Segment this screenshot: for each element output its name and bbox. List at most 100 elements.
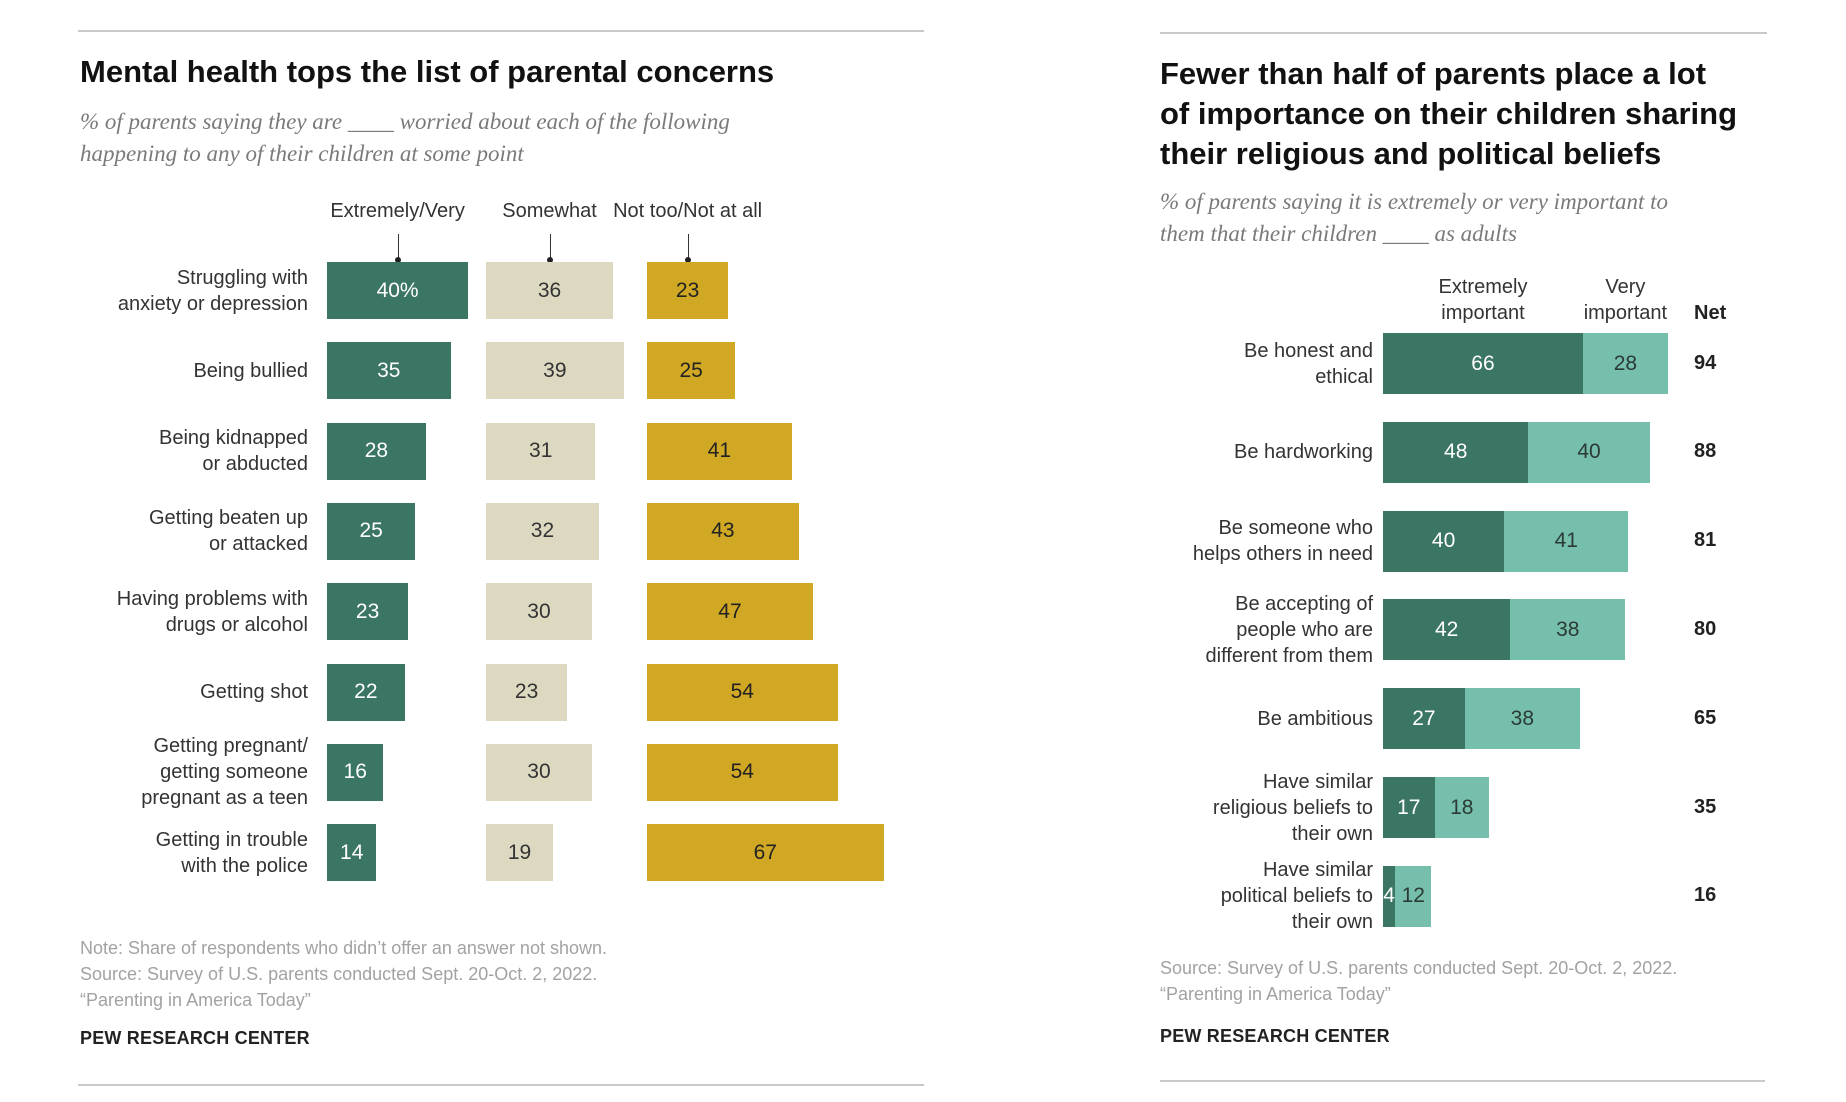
legend-line: Very	[1605, 276, 1646, 298]
left-chart-title: Mental health tops the list of parental …	[80, 54, 775, 89]
category-label-line: Have similar	[1262, 859, 1373, 882]
right-subtitle-line: them that their children ____ as adults	[1160, 221, 1517, 246]
bar-somewhat: 30	[486, 583, 592, 641]
category-label-line: their own	[1291, 911, 1373, 934]
bar-somewhat: 31	[486, 422, 596, 480]
category-label-line: Being kidnapped	[158, 427, 308, 450]
category-label-line: Struggling with	[176, 266, 308, 289]
bar-extremely-important: 66	[1383, 333, 1583, 394]
right-top-rule	[1160, 32, 1767, 34]
category-label-line: Be someone who	[1218, 517, 1373, 540]
right-title-line: their religious and political beliefs	[1160, 136, 1662, 171]
legend-very-important: Very important	[1565, 274, 1685, 326]
bar-very-important: 38	[1510, 599, 1626, 661]
bar-very-important: 38	[1464, 688, 1580, 750]
bar-very-important: 18	[1434, 777, 1490, 838]
bar-somewhat: 32	[486, 502, 599, 560]
category-label-line: helps others in need	[1192, 543, 1373, 566]
net-value: 65	[1694, 706, 1717, 729]
bar-extremely-very: 40%	[327, 262, 469, 319]
right-report-name: “Parenting in America Today”	[1160, 984, 1391, 1004]
bar-not-too: 54	[647, 663, 838, 721]
bar-not-too: 41	[647, 422, 792, 480]
bar-very-important: 41	[1504, 510, 1629, 572]
category-label-line: religious beliefs to	[1212, 796, 1373, 819]
legend-leader-dot	[684, 257, 691, 263]
bar-extremely-very: 23	[327, 583, 409, 641]
bar-not-too: 54	[647, 743, 838, 801]
bar-not-too: 47	[647, 583, 813, 641]
net-value: 88	[1694, 440, 1717, 463]
left-chart-subtitle: % of parents saying they are ____ worrie…	[80, 106, 730, 170]
category-label-line: or attacked	[209, 533, 308, 556]
category-label-line: anxiety or depression	[117, 292, 308, 315]
bar-extremely-very: 28	[327, 422, 426, 480]
category-label: Having problems with drugs or alcohol	[70, 586, 308, 638]
category-label-line: Being bullied	[193, 359, 308, 382]
legend-line: Extremely	[1438, 276, 1528, 298]
bar-somewhat: 23	[486, 663, 568, 721]
bar-somewhat: 36	[486, 262, 614, 319]
category-label: Be someone who helps others in need	[1140, 515, 1373, 567]
right-chart-subtitle: % of parents saying it is extremely or v…	[1160, 186, 1668, 250]
net-value: 80	[1694, 617, 1717, 640]
left-subtitle-line: % of parents saying they are ____ worrie…	[80, 109, 730, 134]
category-label-line: Be ambitious	[1257, 707, 1373, 730]
right-chart-title: Fewer than half of parents place a lot o…	[1160, 54, 1737, 174]
category-label: Getting pregnant/getting someone pregnant…	[70, 733, 308, 811]
category-label-line: Be accepting of	[1235, 592, 1373, 615]
category-label: Have similar political beliefs to their ow…	[1140, 857, 1373, 935]
category-label-line: drugs or alcohol	[165, 613, 308, 636]
category-label: Struggling with anxiety or depression	[70, 265, 308, 317]
left-bottom-rule	[78, 1084, 924, 1086]
category-label-line: ethical	[1315, 365, 1373, 388]
bar-somewhat: 30	[486, 743, 592, 801]
left-note: Note: Share of respondents who didn’t of…	[80, 938, 607, 958]
bar-extremely-important: 27	[1383, 688, 1465, 750]
category-label: Be accepting of people who are different f…	[1140, 591, 1373, 669]
category-label: Getting beaten up or attacked	[70, 505, 308, 557]
legend-line: important	[1441, 302, 1525, 324]
category-label-line: Have similar	[1262, 770, 1373, 793]
category-label: Be honest and ethical	[1140, 338, 1373, 390]
legend-leader-dot	[546, 257, 553, 263]
legend-leader-line	[687, 234, 689, 260]
legend-extremely-very: Extremely/Very	[330, 200, 465, 222]
legend-leader-dot	[394, 257, 401, 263]
category-label-line: with the police	[181, 854, 308, 877]
bar-extremely-important: 4	[1383, 865, 1396, 927]
bar-very-important: 40	[1528, 421, 1650, 483]
net-value: 35	[1694, 795, 1717, 818]
category-label-line: Getting beaten up	[148, 507, 308, 530]
bar-very-important: 12	[1395, 865, 1432, 927]
bar-extremely-important: 48	[1383, 421, 1529, 483]
left-subtitle-line: happening to any of their children at so…	[80, 141, 524, 166]
bar-somewhat: 19	[486, 824, 554, 882]
right-title-line: Fewer than half of parents place a lot	[1160, 56, 1707, 91]
category-label-line: different from them	[1205, 644, 1373, 667]
bar-extremely-very: 25	[327, 502, 416, 560]
category-label: Have similar religious beliefs to their ow…	[1140, 769, 1373, 847]
category-label-line: getting someone	[160, 761, 308, 784]
bar-extremely-very: 14	[327, 824, 377, 882]
category-label-line: Getting shot	[200, 681, 308, 703]
bar-extremely-important: 40	[1383, 510, 1505, 572]
net-value: 94	[1694, 351, 1717, 374]
category-label: Getting in trouble with the police	[70, 827, 308, 879]
bar-not-too: 43	[647, 502, 799, 560]
category-label: Be hardworking	[1140, 439, 1373, 465]
legend-line: important	[1583, 302, 1668, 324]
bar-extremely-very: 35	[327, 342, 451, 400]
category-label-line: people who are	[1236, 618, 1373, 641]
left-source: Source: Survey of U.S. parents conducted…	[80, 964, 598, 984]
right-bottom-rule	[1160, 1080, 1765, 1082]
category-label-line: their own	[1291, 822, 1373, 845]
net-value: 16	[1694, 884, 1717, 907]
category-label: Being bullied	[70, 358, 308, 384]
category-label: Getting shot	[70, 679, 308, 705]
category-label-line: Getting in trouble	[155, 828, 308, 851]
right-title-line: of importance on their children sharing	[1160, 96, 1738, 131]
left-pew-logo-text: PEW RESEARCH CENTER	[80, 1028, 310, 1048]
right-subtitle-line: % of parents saying it is extremely or v…	[1160, 189, 1669, 214]
net-header: Net	[1694, 302, 1727, 324]
